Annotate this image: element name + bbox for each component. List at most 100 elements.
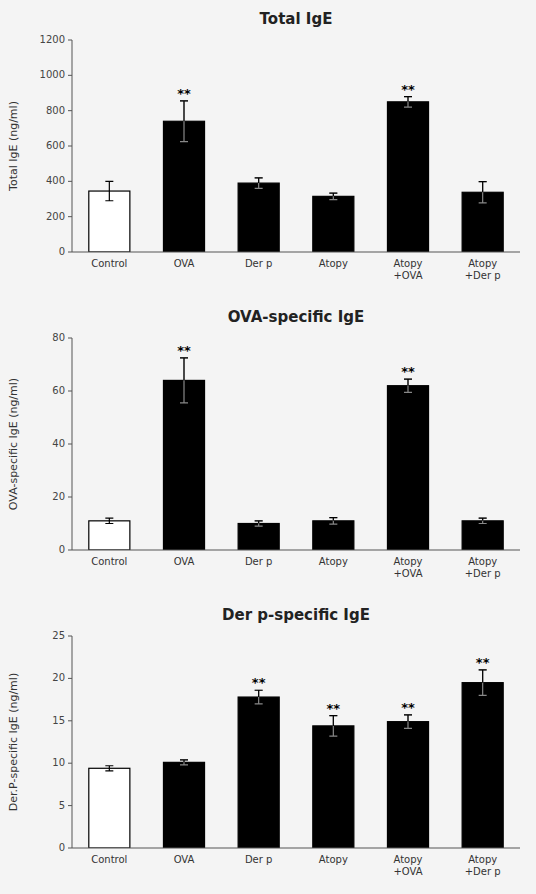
x-tick-label: Atopy [319,258,348,269]
y-tick [68,720,72,721]
x-tick-label-line: +OVA [393,270,422,281]
error-bar [479,182,487,203]
y-tick-label: 0 [59,544,65,555]
title: Total IgE [260,10,333,28]
panel: OVA-specific IgEOVA-specific IgE (ng/ml)… [7,308,520,579]
bar [387,102,428,252]
y-axis [72,636,73,848]
y-tick [68,338,72,339]
x-tick-label: OVA [174,258,195,269]
y-tick [68,497,72,498]
x-tick-label: Atopy+OVA [393,258,422,281]
x-tick-label: Atopy [319,854,348,865]
significance-marker: ** [252,675,266,690]
error-bar [404,715,412,729]
x-tick-label: Der p [245,258,273,269]
y-tick-label: 400 [46,175,65,186]
y-axis-label: Der.P-specific IgE (ng/ml) [7,673,20,811]
background [0,0,536,894]
y-tick [68,40,72,41]
y-tick-label: 600 [46,140,65,151]
title: Der p-specific IgE [222,606,370,624]
error-bar [180,358,188,403]
error-bar-upper [329,518,337,521]
x-tick-label: Atopy+Der p [465,258,501,281]
x-tick-label-line: +Der p [465,270,501,281]
x-tick-label-line: Der p [245,258,273,269]
x-tick-label: Control [91,854,127,865]
x-tick-label-line: Control [91,854,127,865]
significance-marker: ** [177,86,191,101]
y-tick-label: 200 [46,211,65,222]
error-bar-upper [404,379,412,386]
x-tick-label-line: OVA [174,258,195,269]
x-tick-label: Atopy+OVA [393,556,422,579]
error-bar [180,101,188,142]
error-bar-upper [479,670,487,683]
x-axis [72,848,520,849]
bar [387,386,428,550]
significance-marker: ** [401,700,415,715]
y-tick-label: 20 [52,672,65,683]
y-tick-label: 25 [52,630,65,641]
x-tick-label-line: +OVA [393,866,422,877]
plot-area [89,358,503,550]
bar [238,697,279,848]
error-bar-upper [479,518,487,521]
bar [313,196,354,252]
y-tick [68,391,72,392]
significance-marker: ** [177,343,191,358]
x-tick-label-line: Control [91,556,127,567]
y-tick [68,678,72,679]
error-bar [105,766,113,771]
y-tick-label: 60 [52,385,65,396]
error-bar-upper [180,101,188,121]
y-tick [68,848,72,849]
error-bar [255,178,263,189]
significance-marker: ** [401,364,415,379]
x-tick-label-line: +Der p [465,568,501,579]
plot-area [89,670,503,848]
y-tick-label: 20 [52,491,65,502]
panel: Der p-specific IgE Der.P-specific IgE (ng… [7,606,520,877]
y-tick-label: 10 [52,757,65,768]
y-tick-label: 40 [52,438,65,449]
y-tick-label: 0 [59,246,65,257]
error-bar [180,760,188,765]
x-tick-label: OVA [174,854,195,865]
error-bar [329,518,337,524]
x-tick-label: OVA [174,556,195,567]
error-bar [404,379,412,392]
y-tick [68,75,72,76]
x-tick-label-line: Atopy [319,258,348,269]
y-tick [68,444,72,445]
error-bar-upper [255,178,263,183]
error-bar-upper [479,182,487,193]
x-tick-label: Atopy+OVA [393,854,422,877]
error-bar [255,690,263,704]
y-tick-label: 1000 [40,69,65,80]
x-tick-label: Atopy+Der p [465,854,501,877]
x-tick-label: Der p [245,556,273,567]
y-tick-label: 80 [52,332,65,343]
error-bar [105,181,113,200]
x-tick-label-line: Atopy [468,258,497,269]
x-tick-label-line: Control [91,258,127,269]
error-bar-upper [255,690,263,697]
error-bar [255,521,263,526]
plot-area [89,97,503,252]
bar [462,683,503,848]
bar [238,183,279,252]
bar [462,521,503,550]
x-tick-label-line: Atopy [394,258,423,269]
panel: Total IgETotal IgE (ng/ml)02004006008001… [7,10,520,281]
y-tick-label: 1200 [40,34,65,45]
error-bar-upper [329,193,337,196]
x-tick-label-line: Atopy [468,556,497,567]
error-bar-upper [255,521,263,524]
error-bar-upper [329,716,337,726]
title: OVA-specific IgE [228,308,364,326]
y-tick [68,110,72,111]
bar [163,762,204,848]
x-tick-label-line: Atopy [394,854,423,865]
